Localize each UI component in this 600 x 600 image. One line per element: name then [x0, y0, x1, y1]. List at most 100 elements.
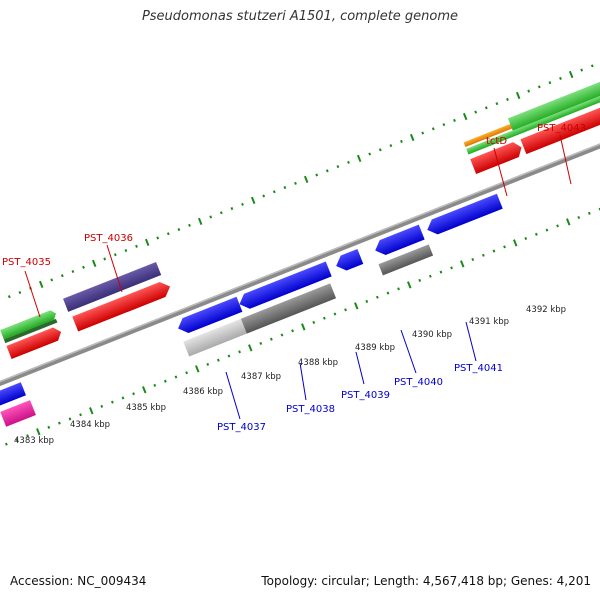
scale-minor-tick [216, 358, 220, 362]
scale-major-tick [38, 280, 44, 288]
scale-minor-tick [206, 362, 210, 366]
scale-minor-tick [471, 257, 475, 262]
scale-minor-tick [209, 215, 213, 219]
scale-major-tick [356, 154, 362, 163]
gene-left-blue [0, 382, 26, 407]
scale-minor-tick [378, 148, 382, 152]
scale-minor-tick [163, 379, 167, 383]
scale-major-tick [409, 133, 415, 142]
reverse-tick-row [4, 207, 600, 446]
scale-minor-tick [400, 139, 403, 143]
scale-minor-tick [450, 266, 453, 270]
scale-minor-tick [57, 421, 61, 425]
scale-major-tick [462, 112, 468, 121]
scale-minor-tick [587, 211, 591, 215]
scale-minor-tick [283, 186, 287, 190]
gene-pst-4037-light [183, 318, 247, 357]
scale-minor-tick [230, 207, 234, 211]
kbp-label: 4385 kbp [126, 403, 166, 413]
gene-tctd-orange [463, 123, 514, 148]
scale-minor-tick [431, 127, 435, 131]
gene-left-pink [0, 400, 36, 427]
scale-major-tick [197, 217, 203, 226]
scale-minor-tick [177, 228, 181, 232]
scale-major-tick [301, 323, 306, 331]
scale-minor-tick [294, 181, 297, 185]
gene-label-pst-4035: PST_4035 [2, 257, 51, 268]
scale-minor-tick [259, 341, 263, 345]
scale-minor-tick [386, 291, 390, 295]
gene-pst-4040-blue [375, 224, 425, 255]
scale-minor-tick [577, 215, 581, 220]
scale-minor-tick [291, 329, 294, 333]
leader-line-pst-4036 [106, 244, 123, 293]
scale-major-tick [248, 344, 253, 352]
genome-summary-text: Topology: circular; Length: 4,567,418 bp… [261, 574, 591, 588]
scale-minor-tick [495, 102, 499, 106]
gene-pst-4038-grey [240, 283, 337, 334]
scale-major-tick [407, 281, 412, 289]
forward-genes [0, 74, 600, 359]
scale-minor-tick [79, 413, 82, 417]
scale-major-tick [566, 218, 571, 226]
scale-major-tick [354, 302, 359, 310]
scale-minor-tick [442, 123, 446, 127]
gene-label-pst-4038: PST_4038 [286, 404, 335, 415]
gene-pst-4037-blue [178, 296, 243, 334]
leader-line-pst-4043 [559, 134, 572, 185]
scale-minor-tick [68, 417, 72, 421]
scale-minor-tick [185, 371, 188, 375]
gene-tctd-green [466, 86, 600, 155]
scale-minor-tick [4, 442, 8, 446]
scale-minor-tick [26, 434, 29, 438]
scale-minor-tick [272, 190, 276, 194]
gene-label-tctd: tctD [486, 136, 507, 147]
gene-label-pst-4036: PST_4036 [84, 233, 133, 244]
scale-minor-tick [484, 106, 488, 110]
gene-label-pst-4041: PST_4041 [454, 363, 503, 374]
scale-minor-tick [492, 249, 496, 253]
leader-line-pst-4035 [24, 270, 41, 318]
scale-minor-tick [439, 270, 443, 274]
scale-minor-tick [534, 232, 538, 236]
scale-minor-tick [188, 223, 191, 227]
scale-minor-tick [559, 76, 562, 80]
gene-pst-4036-red [72, 282, 171, 332]
scale-minor-tick [269, 337, 273, 341]
kbp-label: 4387 kbp [241, 372, 281, 382]
leader-line-pst-4038 [299, 362, 307, 401]
scale-minor-tick [166, 232, 170, 236]
scale-minor-tick [174, 375, 178, 379]
scale-minor-tick [368, 152, 372, 156]
scale-major-tick [36, 428, 41, 436]
gene-label-pst-4043: PST_4043 [537, 123, 586, 134]
map-title: Pseudomonas stutzeri A1501, complete gen… [141, 9, 459, 24]
scale-minor-tick [100, 404, 104, 408]
scale-major-tick [142, 386, 147, 394]
scale-minor-tick [474, 110, 478, 114]
scale-minor-tick [124, 248, 128, 253]
scale-minor-tick [113, 253, 117, 257]
scale-minor-tick [241, 202, 244, 206]
scale-minor-tick [103, 257, 107, 261]
gene-pst-4036-purple [63, 261, 162, 312]
genome-backbone [0, 123, 600, 408]
kbp-label: 4384 kbp [70, 420, 110, 430]
scale-minor-tick [333, 312, 337, 316]
scale-minor-tick [82, 265, 85, 269]
accession-text: Accession: NC_009434 [10, 574, 147, 588]
scale-major-tick [568, 70, 574, 79]
scale-minor-tick [453, 118, 456, 122]
gene-pst-4043-red [520, 96, 600, 155]
gene-pst-4039-blue [336, 248, 364, 271]
scale-minor-tick [121, 396, 125, 400]
gene-pst-4041-blue [427, 193, 503, 235]
scale-minor-tick [280, 333, 284, 337]
scale-minor-tick [325, 169, 329, 173]
scale-minor-tick [238, 350, 241, 354]
kbp-label: 4386 kbp [183, 387, 223, 397]
scale-minor-tick [580, 68, 584, 72]
scale-major-tick [513, 239, 518, 247]
leader-line-pst-4039 [355, 351, 365, 385]
gene-pst-4040-grey [378, 244, 434, 276]
